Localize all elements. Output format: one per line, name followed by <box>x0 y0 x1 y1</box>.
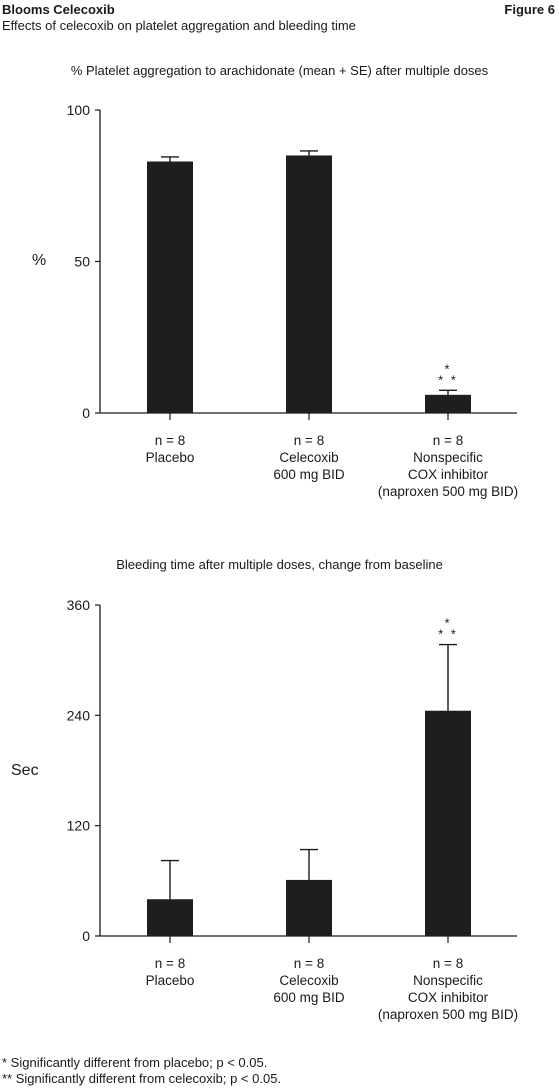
chart2-ytick-label: 240 <box>67 707 91 723</box>
chart2-category-label: n = 8 <box>433 956 463 971</box>
chart1-category-label: COX inhibitor <box>408 467 489 482</box>
chart1-category-label: Placebo <box>146 450 195 465</box>
chart1-platelet-aggregation: 0 50 100 n = 8 Placebo n = 8 Celecoxib 600 mg B… <box>67 102 519 499</box>
chart2-category-label: 600 mg BID <box>273 990 345 1005</box>
chart2-category-label: Placebo <box>146 973 195 988</box>
chart2-significance-marker: * <box>444 616 451 631</box>
chart1-category-label: Celecoxib <box>279 450 338 465</box>
chart2-bar <box>425 710 471 936</box>
chart2-bleeding-time: 0 120 240 360 n = 8 Placebo n = 8 Celecoxib 600 … <box>67 597 519 1022</box>
header-subtitle: Effects of celecoxib on platelet aggrega… <box>2 18 356 33</box>
chart2-ytick-label: 360 <box>67 597 91 613</box>
chart2-category-label: Nonspecific <box>413 973 483 988</box>
chart1-ylabel: % <box>32 252 47 269</box>
chart1-category-label: n = 8 <box>433 433 463 448</box>
chart1-significance-marker: * <box>444 361 451 376</box>
chart2-bar <box>147 899 193 936</box>
footnote-1: * Significantly different from placebo; … <box>2 1055 268 1070</box>
footnotes: * Significantly different from placebo; … <box>2 1055 281 1087</box>
chart1-category-label: (naproxen 500 mg BID) <box>378 484 518 499</box>
chart1-ytick-label: 50 <box>74 254 90 270</box>
chart1-category-label: n = 8 <box>294 433 324 448</box>
chart1-ytick-label: 0 <box>82 405 90 421</box>
chart2-bar <box>286 879 332 936</box>
chart2-ylabel: Sec <box>11 762 39 779</box>
chart1-category-label: 600 mg BID <box>273 467 345 482</box>
chart1-title: % Platelet aggregation to arachidonate (… <box>70 63 489 78</box>
chart2-category-label: COX inhibitor <box>408 990 489 1005</box>
figure-label: Figure 6 <box>504 2 555 17</box>
chart1-bar <box>147 161 193 413</box>
chart2-title: Bleeding time after multiple doses, chan… <box>116 557 443 572</box>
chart2-category-label: (naproxen 500 mg BID) <box>378 1007 518 1022</box>
chart1-ytick-label: 100 <box>67 102 91 118</box>
chart1-category-label: Nonspecific <box>413 450 483 465</box>
chart2-category-label: n = 8 <box>155 956 185 971</box>
chart2-significance-marker: * * <box>438 627 458 642</box>
footnote-2: ** Significantly different from celecoxi… <box>2 1071 282 1086</box>
chart1-bar <box>286 155 332 413</box>
header-title: Blooms Celecoxib <box>2 2 115 17</box>
chart1-bar <box>425 394 471 413</box>
chart2-ytick-label: 0 <box>82 928 90 944</box>
chart2-category-label: Celecoxib <box>279 973 338 988</box>
page-header: Blooms Celecoxib Effects of celecoxib on… <box>2 2 356 34</box>
chart1-significance-marker: * * <box>438 372 458 387</box>
chart1-category-label: n = 8 <box>155 433 185 448</box>
chart2-category-label: n = 8 <box>294 956 324 971</box>
chart2-ytick-label: 120 <box>67 818 91 834</box>
